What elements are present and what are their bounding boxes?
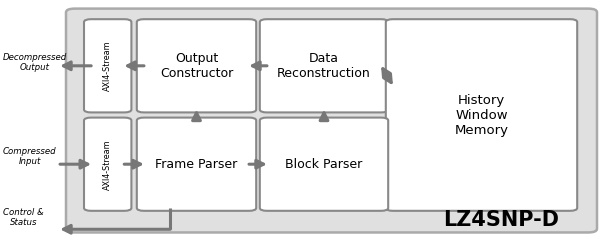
FancyBboxPatch shape (66, 9, 597, 232)
FancyBboxPatch shape (84, 19, 131, 112)
Text: Control &
Status: Control & Status (3, 208, 44, 227)
Text: History
Window
Memory: History Window Memory (455, 93, 509, 137)
Text: Decompressed
Output: Decompressed Output (3, 53, 67, 72)
Text: LZ4SNP-D: LZ4SNP-D (443, 210, 559, 230)
Text: Data
Reconstruction: Data Reconstruction (277, 52, 371, 80)
Text: Compressed
Input: Compressed Input (3, 147, 56, 166)
FancyBboxPatch shape (137, 19, 256, 112)
FancyBboxPatch shape (84, 118, 131, 211)
FancyBboxPatch shape (386, 19, 577, 211)
Text: AXI4-Stream: AXI4-Stream (103, 139, 112, 189)
FancyBboxPatch shape (260, 19, 388, 112)
FancyBboxPatch shape (137, 118, 256, 211)
Text: AXI4-Stream: AXI4-Stream (103, 41, 112, 91)
Text: Block Parser: Block Parser (286, 158, 362, 171)
FancyBboxPatch shape (260, 118, 388, 211)
Text: Frame Parser: Frame Parser (155, 158, 238, 171)
Text: Output
Constructor: Output Constructor (160, 52, 233, 80)
